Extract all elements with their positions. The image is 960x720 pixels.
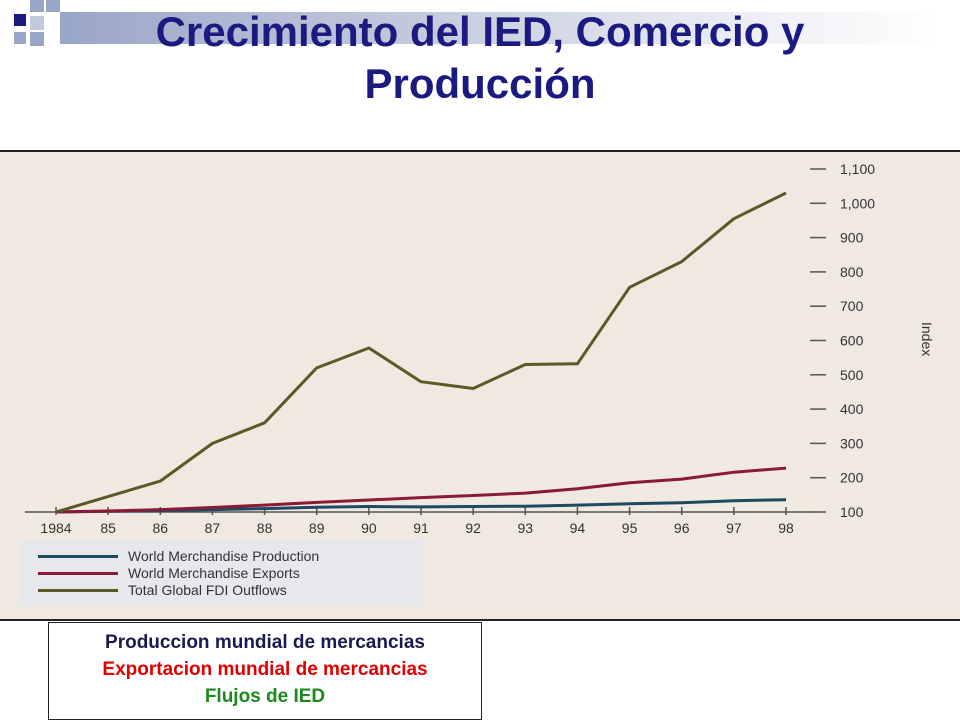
x-tick-label: 88 — [257, 520, 273, 536]
x-tick-label: 96 — [674, 520, 690, 536]
legend-swatch-production — [38, 555, 118, 558]
chart-area: 1984 85 86 87 88 89 90 91 92 93 94 95 96 97 98 100 200 30… — [0, 150, 960, 621]
x-tick-label: 91 — [413, 520, 429, 536]
line-chart: 1984 85 86 87 88 89 90 91 92 93 94 95 96 97 98 100 200 30… — [25, 161, 935, 536]
caption-box: Produccion mundial de mercancias Exporta… — [48, 622, 482, 720]
x-tick-label: 97 — [726, 520, 742, 536]
y-tick-label: 200 — [840, 470, 864, 486]
x-tick-label: 95 — [622, 520, 638, 536]
x-tick-label: 85 — [100, 520, 116, 536]
y-tick-label: 600 — [840, 333, 864, 349]
series-line-exports — [55, 466, 787, 514]
x-tick-label: 87 — [205, 520, 221, 536]
y-tick-label: 400 — [840, 401, 864, 417]
title-bar — [60, 12, 940, 44]
y-axis-label: Index — [919, 322, 935, 356]
y-tick-label: 100 — [840, 504, 864, 520]
x-tick-label: 94 — [570, 520, 586, 536]
x-tick-label: 93 — [517, 520, 533, 536]
x-tick-label: 89 — [309, 520, 325, 536]
legend-swatch-fdi — [38, 589, 118, 592]
caption-exports: Exportacion mundial de mercancias — [102, 659, 428, 680]
legend-label-exports: World Merchandise Exports — [128, 565, 300, 581]
y-tick-label: 1,100 — [840, 161, 875, 177]
y-tick-label: 1,000 — [840, 195, 875, 211]
legend-swatch-exports — [38, 572, 118, 575]
y-tick-label: 800 — [840, 264, 864, 280]
y-tick-label: 900 — [840, 230, 864, 246]
caption-production: Produccion mundial de mercancias — [105, 632, 425, 653]
y-tick-label: 300 — [840, 435, 864, 451]
chart-legend: World Merchandise Production World Merch… — [20, 540, 423, 606]
x-tick-label: 1984 — [40, 520, 71, 536]
y-tick-label: 700 — [840, 298, 864, 314]
x-tick-label: 98 — [778, 520, 794, 536]
x-tick-label: 90 — [361, 520, 377, 536]
x-tick-label: 92 — [465, 520, 481, 536]
slide-title: Crecimiento del IED, Comercio y Producci… — [155, 8, 805, 107]
legend-label-fdi: Total Global FDI Outflows — [128, 582, 287, 598]
legend-label-production: World Merchandise Production — [128, 548, 320, 564]
caption-fdi: Flujos de IED — [204, 686, 326, 707]
series-line-fdi — [55, 191, 787, 514]
y-tick-label: 500 — [840, 367, 864, 383]
x-tick-label: 86 — [152, 520, 168, 536]
